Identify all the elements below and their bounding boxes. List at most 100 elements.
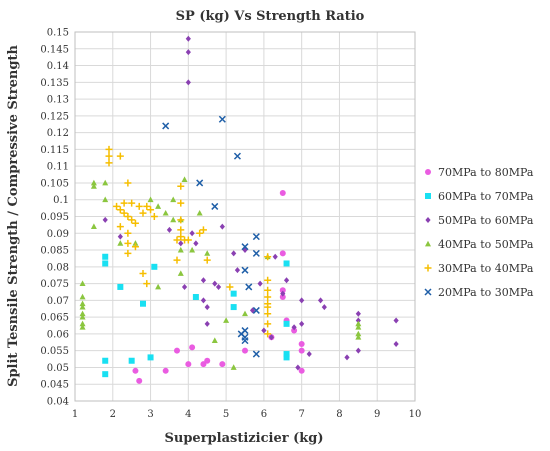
legend-label: 50MPa to 60MPa [438,214,534,227]
data-point [196,179,204,187]
data-point [143,280,151,288]
data-point [264,253,272,261]
data-point [192,294,199,301]
data-point [226,283,234,291]
data-point [181,176,188,182]
data-point [79,320,86,327]
data-point [116,152,124,160]
data-point [204,357,211,364]
data-point [283,351,290,358]
data-point [120,209,128,217]
data-point [79,280,86,286]
data-point [295,364,301,371]
data-point [280,290,286,297]
data-point [117,283,124,290]
data-point [135,202,143,210]
data-point [155,283,162,290]
data-points [79,35,399,384]
chart-title: SP (kg) Vs Strength Ratio [176,9,365,24]
data-point [283,260,290,267]
data-point [105,145,113,153]
data-point [173,256,181,264]
data-point [116,206,124,214]
data-point [181,283,188,290]
legend-marker [425,169,431,175]
data-point [170,196,177,203]
data-point [344,354,350,361]
data-point [177,246,184,253]
data-point [283,320,290,327]
data-point [162,122,170,130]
data-point [231,250,237,257]
data-point [219,223,225,230]
data-point [298,347,305,354]
data-point [177,182,185,190]
data-point [189,246,196,253]
y-tick-label: 0.14 [47,61,69,72]
y-tick-label: 0.08 [47,262,69,273]
data-point [79,303,86,310]
data-point [185,49,191,56]
data-point [268,334,275,341]
data-point [124,229,132,237]
data-point [234,267,241,274]
y-tick-label: 0.11 [47,162,69,173]
data-point [79,293,86,300]
y-tick-label: 0.105 [40,178,69,189]
data-point [242,347,248,354]
data-point [264,320,272,328]
data-point [105,159,113,167]
data-point [241,266,249,274]
data-point [177,216,185,224]
data-point [132,240,139,246]
data-point [393,317,399,324]
data-point [252,350,260,358]
y-tick-label: 0.05 [47,363,69,374]
data-point [264,303,272,311]
data-point [279,190,286,197]
data-point [299,320,305,327]
data-point [230,364,237,370]
data-point [241,337,249,345]
data-point [204,250,211,256]
data-point [219,361,226,368]
data-point [79,313,86,320]
data-point [131,219,139,227]
data-point [317,297,324,304]
data-point [150,213,158,220]
data-point [272,253,278,260]
legend-label: 70MPa to 80MPa [438,166,534,179]
data-point [147,354,154,361]
x-tick-label: 5 [223,409,229,420]
data-point [102,253,109,260]
data-point [393,340,399,347]
data-point [257,280,263,287]
data-point [162,209,169,216]
y-tick-label: 0.135 [40,78,69,89]
x-tick-label: 3 [147,409,153,420]
x-tick-label: 2 [110,409,116,420]
data-point [279,294,286,301]
y-tick-label: 0.085 [40,246,69,257]
x-axis-ticks: 1 2 3 4 5 6 7 8 9 10 [72,409,422,420]
data-point [102,260,109,267]
data-point [321,304,327,311]
data-point [355,324,362,330]
data-point [233,152,241,160]
y-tick-label: 0.04 [47,397,69,408]
data-point [223,317,230,323]
data-point [136,377,143,384]
data-point [173,236,181,244]
data-point [242,310,248,317]
data-point [204,304,210,311]
data-point [117,233,123,240]
data-point [298,367,305,374]
legend-marker [425,193,431,199]
y-tick-label: 0.045 [40,380,69,391]
data-point [90,183,97,189]
data-point [102,371,109,378]
data-point [241,243,249,251]
data-point [185,35,191,42]
